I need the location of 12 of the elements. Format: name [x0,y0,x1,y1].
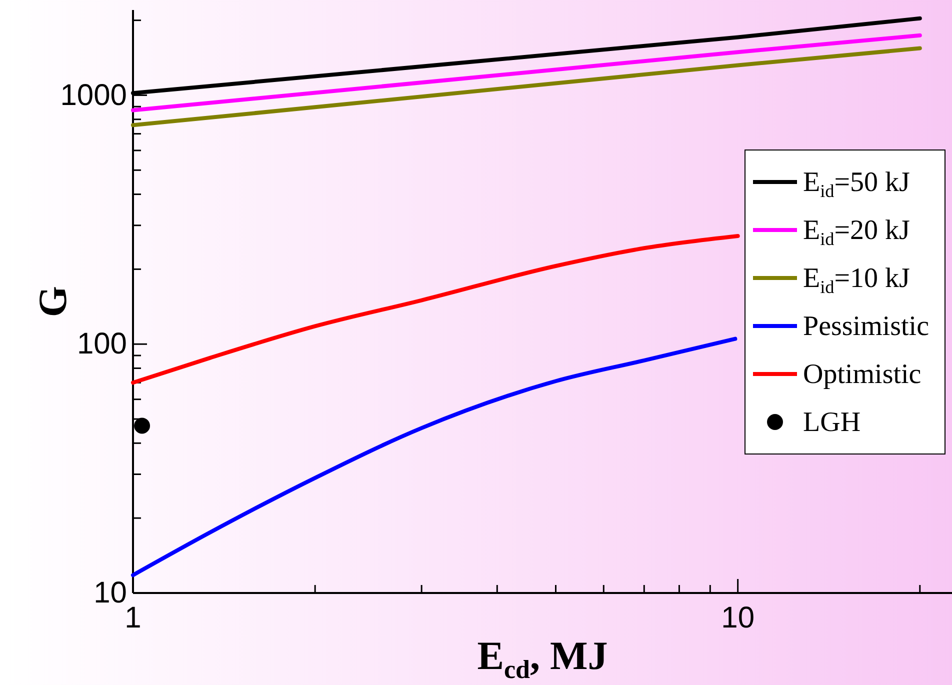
x-tick-label: 1 [124,602,142,634]
legend-label: E$_{id}$=10 kJ [803,263,910,298]
legend-label: Pessimistic [803,311,930,342]
y-tick-label: 1000 [60,78,127,112]
y-tick-label: 10 [94,576,127,610]
y-axis-title: G [30,286,75,318]
legend-label: E$_{id}$=50 kJ [803,167,910,202]
x-axis-title: E$_{cd}$, MJ [477,633,608,684]
legend-label: LGH [803,407,861,438]
y-tick-label: 100 [76,328,127,361]
legend-label: E$_{id}$=20 kJ [803,215,910,250]
legend-label: Optimistic [803,359,922,390]
